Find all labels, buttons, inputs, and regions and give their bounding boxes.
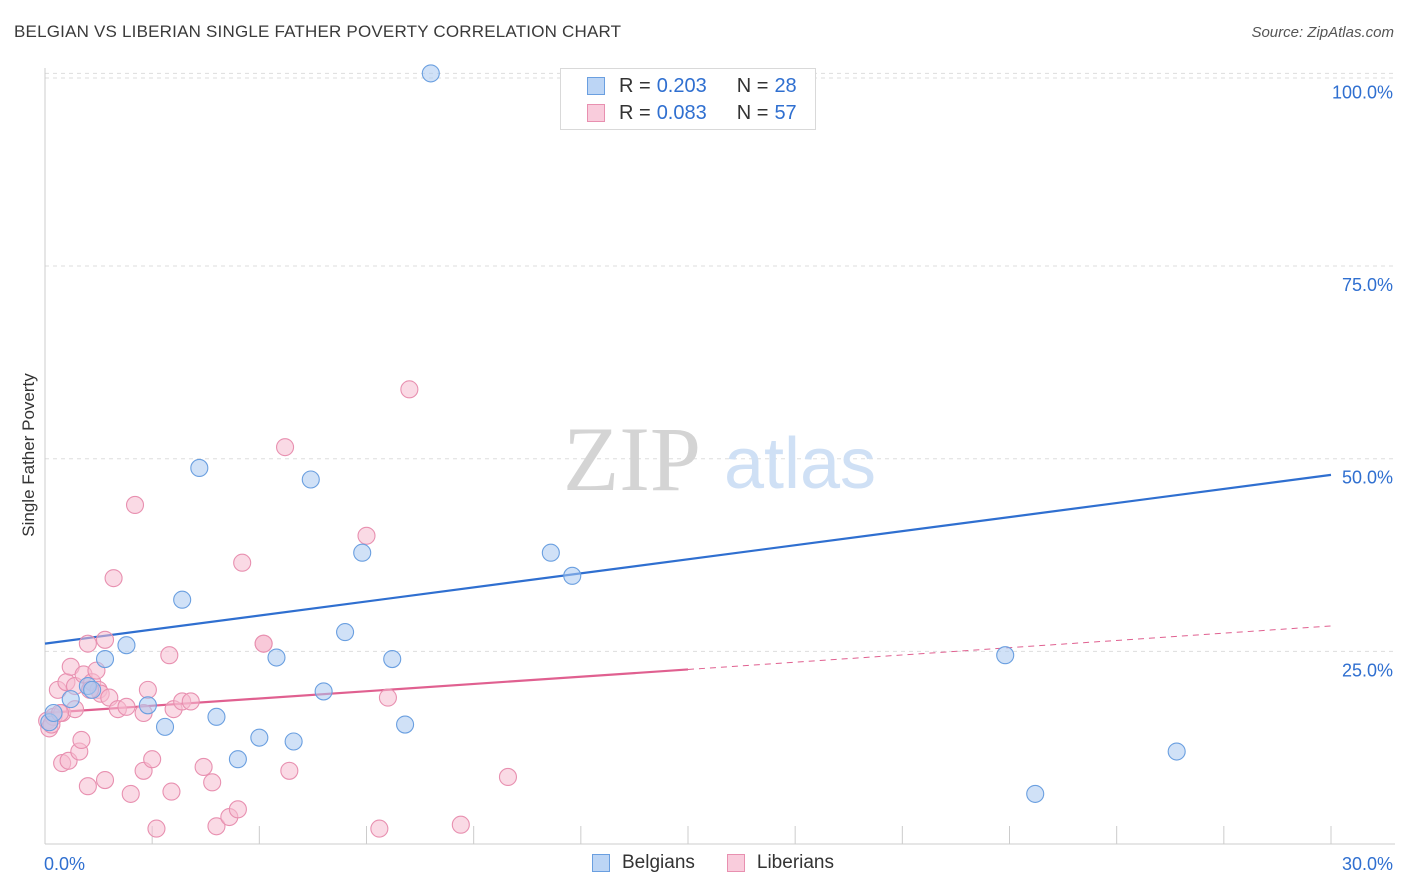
liberians-legend-swatch	[726, 854, 745, 872]
belgian-point	[173, 590, 192, 609]
source-label: Source: ZipAtlas.com	[1251, 24, 1394, 41]
liberian-point	[276, 438, 295, 457]
belgians-r-label: R =	[619, 74, 651, 97]
belgians-r-value: 0.203	[656, 74, 707, 97]
liberian-point	[143, 750, 162, 769]
belgian-point	[1167, 742, 1186, 761]
belgian-point	[117, 636, 136, 655]
belgian-point	[541, 543, 560, 562]
belgian-point	[1026, 784, 1045, 803]
belgian-point	[61, 690, 80, 709]
y-axis-label: Single Father Poverty	[19, 373, 38, 537]
liberians-points	[38, 380, 518, 838]
belgian-point	[83, 680, 102, 699]
liberian-point	[203, 773, 222, 792]
liberian-point	[498, 767, 518, 787]
belgian-point	[301, 470, 320, 489]
liberians-legend-label: Liberians	[756, 852, 834, 873]
belgian-point	[336, 623, 355, 642]
belgian-point	[284, 732, 303, 751]
liberian-point	[400, 380, 419, 399]
trend-lines	[44, 473, 1332, 715]
trend-line-belgians	[44, 473, 1332, 645]
liberian-point	[228, 800, 247, 819]
liberian-point	[451, 815, 470, 834]
liberian-point	[280, 761, 299, 780]
liberian-point	[104, 569, 123, 588]
liberian-point	[254, 634, 273, 653]
liberians-r-value: 0.083	[656, 101, 707, 124]
liberian-point	[370, 819, 389, 838]
liberians-n-label: N =	[736, 101, 769, 124]
legend-item-belgians[interactable]: Belgians	[592, 852, 695, 874]
liberian-point	[95, 630, 115, 649]
legend-row-liberians: R = 0.083 N = 57	[587, 101, 797, 125]
watermark-atlas: atlas	[724, 424, 876, 504]
chart-title: BELGIAN VS LIBERIAN SINGLE FATHER POVERT…	[14, 22, 622, 41]
belgian-point	[207, 707, 226, 726]
liberian-point	[194, 757, 213, 776]
liberian-point	[162, 782, 181, 801]
liberian-point	[117, 697, 136, 716]
belgian-point	[396, 715, 415, 734]
belgian-point	[138, 696, 157, 715]
liberian-point	[138, 680, 157, 699]
belgians-legend-label: Belgians	[622, 852, 695, 873]
belgian-point	[155, 717, 175, 736]
liberians-r-label: R =	[619, 101, 651, 124]
belgian-point	[250, 728, 269, 747]
y-tick-label: 75.0%	[1342, 275, 1393, 295]
belgian-point	[421, 64, 440, 83]
belgian-point	[267, 648, 286, 667]
watermark: ZIP atlas	[563, 408, 876, 510]
belgian-point	[95, 650, 115, 669]
liberian-point	[95, 770, 115, 790]
x-tick-label: 0.0%	[44, 854, 85, 874]
liberian-point	[181, 692, 200, 711]
x-tick-label: 30.0%	[1342, 854, 1393, 874]
liberian-point	[378, 688, 397, 707]
belgian-point	[228, 750, 247, 769]
liberian-point	[147, 819, 166, 838]
watermark-zip: ZIP	[563, 408, 701, 510]
legend-item-liberians[interactable]: Liberians	[726, 852, 834, 874]
belgians-swatch	[587, 77, 605, 95]
belgian-point	[563, 566, 582, 585]
belgian-point	[44, 703, 63, 723]
belgian-point	[190, 458, 209, 478]
belgian-point	[383, 650, 402, 669]
liberian-point	[160, 646, 179, 665]
liberians-n-value: 57	[774, 101, 797, 124]
liberian-point	[72, 730, 91, 750]
liberian-point	[78, 634, 97, 653]
liberian-point	[233, 553, 252, 572]
belgian-point	[314, 682, 333, 701]
liberians-swatch	[587, 104, 605, 122]
belgians-n-label: N =	[736, 74, 769, 97]
belgians-legend-swatch	[592, 854, 610, 872]
tick-labels: 25.0% 50.0% 75.0% 100.0% 0.0% 30.0%	[44, 82, 1393, 874]
stats-legend: R = 0.203 N = 28 R = 0.083 N = 57	[560, 68, 816, 130]
liberian-point	[357, 526, 376, 545]
series-legend: Belgians Liberians	[592, 852, 866, 874]
belgian-point	[353, 543, 372, 562]
y-tick-label: 25.0%	[1342, 660, 1393, 680]
axes	[44, 68, 1395, 845]
belgians-n-value: 28	[774, 74, 797, 97]
legend-row-belgians: R = 0.203 N = 28	[587, 74, 797, 98]
belgians-points	[40, 64, 1186, 803]
liberian-point	[121, 784, 140, 803]
belgian-point	[996, 646, 1015, 665]
y-tick-label: 100.0%	[1332, 82, 1393, 102]
liberian-point	[78, 777, 97, 796]
liberian-point	[207, 817, 226, 836]
y-tick-label: 50.0%	[1342, 468, 1393, 488]
liberian-point	[125, 495, 145, 514]
